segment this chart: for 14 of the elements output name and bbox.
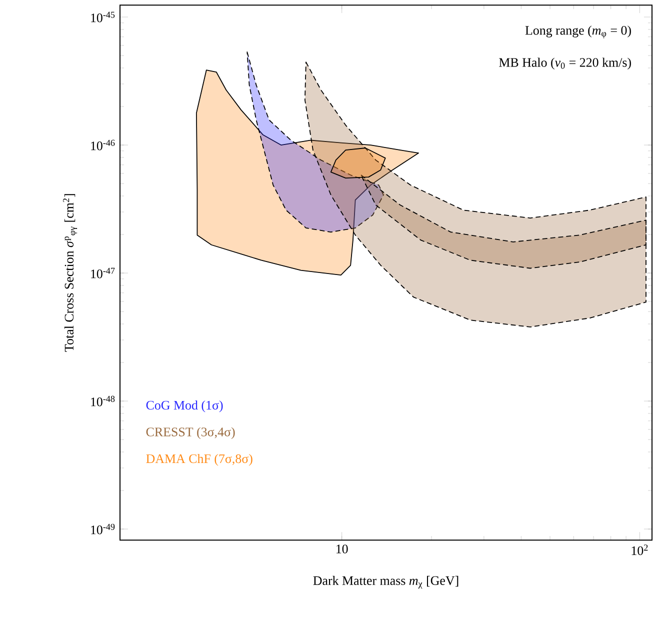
y-tick-label: 10$^{-47}$	[91, 268, 115, 278]
text: CoG Mod (1σ)	[146, 400, 223, 412]
annotation: MB Halo (v$_{0}$ = 220 km/s)	[499, 58, 631, 70]
text: CRESST (3σ,4σ)	[146, 427, 235, 439]
x-tick-label: 10	[336, 544, 348, 554]
annotation: Long range (m$_{φ}$ = 0)	[525, 26, 631, 38]
y-tick-label: 10$^{-49}$	[91, 524, 115, 534]
y-tick-label: 10$^{-46}$	[91, 140, 115, 150]
text: DAMA ChF (7σ,8σ)	[146, 454, 252, 466]
y-axis-title: Total Cross Section σ$^{p}$$_{φγ}$ [cm$^{2}$]	[63, 194, 78, 352]
y-tick-label: 10$^{-48}$	[91, 396, 115, 406]
y-tick-label: 10$^{-45}$	[91, 12, 115, 22]
x-tick-label: 10$^{2}$	[632, 544, 648, 556]
x-axis-title: Dark Matter mass m$_{χ}$ [GeV]	[313, 576, 458, 589]
